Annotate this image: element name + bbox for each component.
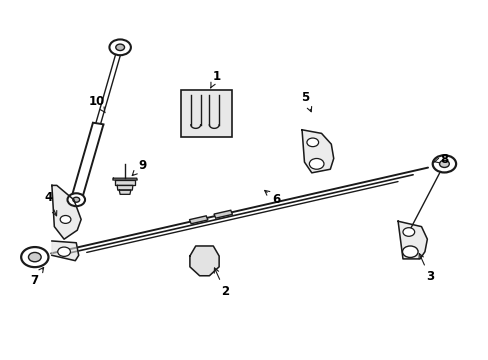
Polygon shape	[302, 130, 333, 173]
Polygon shape	[189, 246, 219, 276]
Circle shape	[402, 246, 417, 257]
Text: 9: 9	[132, 159, 146, 176]
Circle shape	[432, 155, 455, 172]
Polygon shape	[52, 241, 79, 261]
Polygon shape	[52, 185, 81, 239]
Text: 7: 7	[30, 267, 43, 287]
Polygon shape	[115, 180, 135, 185]
Circle shape	[309, 158, 324, 169]
Polygon shape	[119, 190, 131, 194]
Circle shape	[67, 193, 85, 206]
Circle shape	[28, 252, 41, 262]
Bar	[181, 90, 232, 137]
Text: 5: 5	[301, 91, 311, 112]
Circle shape	[21, 247, 48, 267]
Circle shape	[60, 216, 71, 224]
Polygon shape	[117, 185, 133, 190]
Circle shape	[306, 138, 318, 147]
Text: 6: 6	[264, 190, 280, 206]
Circle shape	[402, 228, 414, 236]
Text: 2: 2	[214, 268, 228, 298]
Text: 10: 10	[89, 95, 105, 113]
Circle shape	[58, 247, 70, 256]
Circle shape	[439, 160, 448, 167]
Circle shape	[73, 197, 80, 202]
Circle shape	[109, 40, 131, 55]
Text: 3: 3	[418, 253, 433, 283]
Polygon shape	[113, 178, 137, 180]
Text: 8: 8	[433, 153, 447, 166]
Bar	[189, 216, 207, 224]
Text: 4: 4	[44, 192, 57, 216]
Text: 1: 1	[210, 69, 220, 88]
Circle shape	[116, 44, 124, 50]
Polygon shape	[397, 221, 427, 259]
Bar	[214, 210, 232, 218]
